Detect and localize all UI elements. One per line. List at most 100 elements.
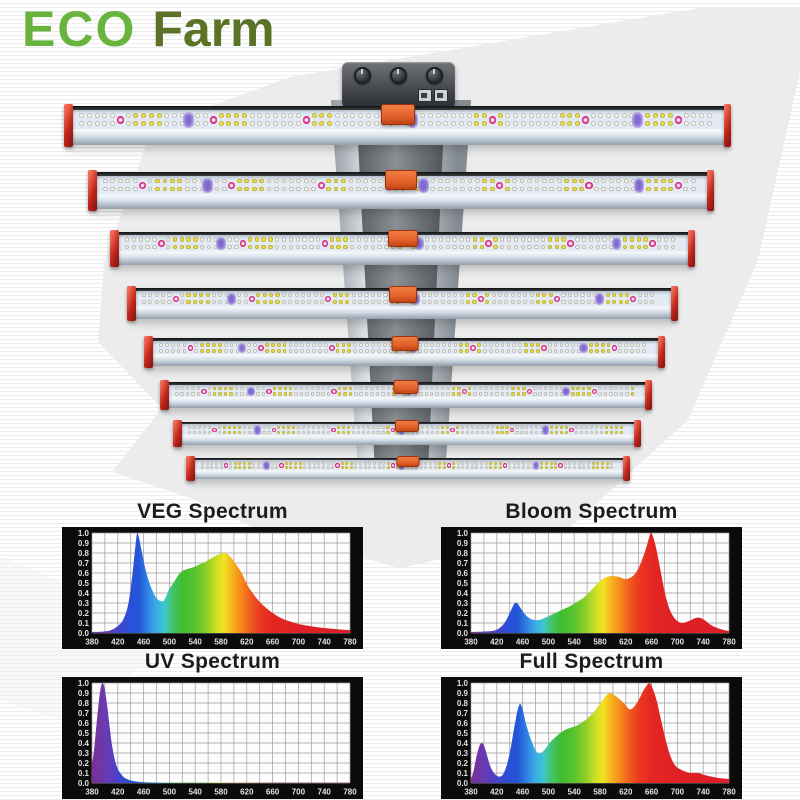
white-led (589, 430, 593, 434)
white-led (252, 430, 256, 434)
full-spectrum-chart: Full Spectrum 380 420 460 500 540 580 620 660 70… (441, 650, 742, 799)
white-led (176, 342, 181, 347)
warm-white-led (186, 293, 191, 298)
svg-text:0.0: 0.0 (457, 629, 469, 638)
white-led (506, 237, 512, 242)
white-led (440, 293, 445, 298)
white-led (603, 392, 608, 396)
white-led (427, 112, 433, 118)
white-led (419, 461, 423, 465)
white-led (307, 425, 311, 429)
white-led (506, 348, 511, 353)
white-led (609, 386, 613, 391)
white-led (302, 430, 306, 434)
white-led (373, 112, 379, 118)
white-led (223, 348, 228, 353)
warm-white-led (236, 178, 242, 184)
white-led (353, 342, 358, 347)
svg-text:620: 620 (619, 638, 633, 647)
warm-white-led (217, 342, 222, 347)
warm-white-led (332, 293, 337, 298)
white-led (536, 121, 542, 127)
warm-white-led (549, 466, 553, 470)
white-led (300, 348, 305, 353)
warm-white-led (652, 112, 658, 118)
white-led (378, 178, 384, 184)
warm-white-led (336, 425, 340, 429)
warm-white-led (618, 293, 623, 298)
white-led (506, 342, 511, 347)
white-led (577, 466, 581, 470)
white-led (256, 392, 260, 396)
white-led (309, 237, 314, 242)
white-led (194, 342, 199, 347)
white-led (512, 342, 517, 347)
warm-white-led (156, 121, 162, 127)
white-led (488, 342, 493, 347)
svg-text:0.4: 0.4 (457, 589, 469, 598)
warm-white-led (292, 425, 296, 429)
white-led (451, 112, 456, 118)
white-led (247, 425, 251, 429)
white-led (456, 466, 460, 470)
white-led (500, 348, 505, 353)
warm-white-led (346, 425, 350, 429)
red-led (325, 295, 332, 303)
red-led (209, 116, 217, 124)
white-led (363, 461, 367, 465)
white-led (94, 112, 100, 118)
white-led (459, 293, 464, 298)
white-led (650, 293, 655, 298)
warm-white-led (495, 425, 499, 429)
white-led (424, 348, 428, 353)
warm-white-led (251, 186, 257, 192)
white-led (575, 237, 580, 242)
red-led (228, 181, 236, 190)
white-led (574, 293, 579, 298)
svg-text:460: 460 (516, 788, 530, 797)
warm-white-led (218, 386, 222, 391)
white-led (637, 299, 642, 305)
white-led (319, 299, 325, 305)
white-led (180, 293, 185, 298)
warm-white-led (238, 461, 242, 465)
svg-text:0.0: 0.0 (78, 629, 90, 638)
white-led (433, 466, 437, 470)
warm-white-led (200, 342, 205, 347)
white-led (138, 244, 144, 249)
svg-text:580: 580 (593, 788, 607, 797)
white-led (523, 299, 528, 305)
white-led (294, 392, 298, 396)
uv-led (202, 178, 213, 193)
white-led (595, 244, 600, 249)
svg-text:1.0: 1.0 (78, 679, 90, 688)
svg-text:0.1: 0.1 (78, 619, 90, 628)
red-led (321, 240, 329, 247)
warm-white-led (232, 425, 236, 429)
white-led (234, 386, 239, 391)
warm-white-led (581, 392, 586, 396)
white-led (534, 244, 539, 249)
warm-white-led (493, 466, 497, 470)
svg-text:0.1: 0.1 (457, 619, 469, 628)
white-led (590, 121, 596, 127)
white-led (429, 342, 434, 347)
uv-led (263, 461, 270, 470)
warm-white-led (186, 299, 191, 305)
white-led (683, 178, 689, 184)
white-led (342, 112, 348, 118)
warm-white-led (242, 461, 246, 465)
white-led (609, 392, 613, 396)
white-led (382, 461, 386, 465)
warm-white-led (345, 293, 350, 298)
warm-white-led (522, 386, 526, 391)
warm-white-led (466, 299, 471, 305)
white-led (326, 392, 331, 396)
white-led (378, 186, 384, 192)
white-led (465, 425, 469, 429)
uv-led (418, 178, 429, 193)
white-led (364, 299, 369, 305)
white-led (416, 430, 420, 434)
warm-white-led (259, 186, 265, 192)
